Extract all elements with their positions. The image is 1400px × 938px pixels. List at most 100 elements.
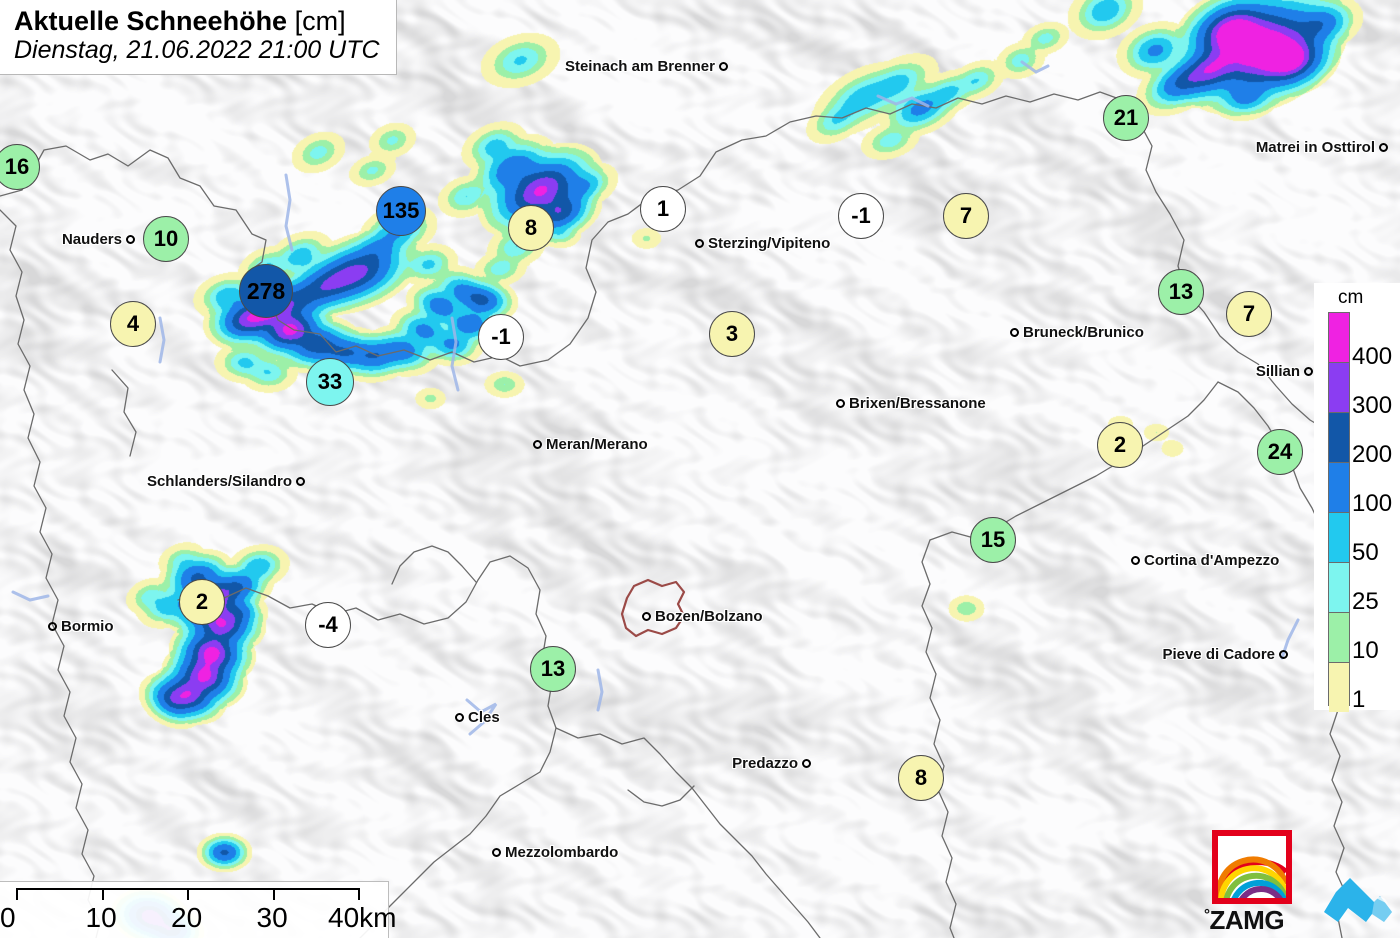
city-label: Cortina d'Ampezzo	[1131, 552, 1279, 569]
station-value-marker[interactable]: 135	[376, 186, 426, 236]
station-value-text: 1	[656, 196, 670, 221]
city-name-text: Meran/Merano	[546, 436, 648, 453]
station-value-text: 7	[959, 203, 973, 228]
city-label: Sillian	[1256, 363, 1313, 380]
station-value-text: 21	[1113, 105, 1139, 130]
city-dot-icon	[642, 612, 651, 621]
station-value-text: 33	[317, 369, 343, 394]
station-value-marker[interactable]: 7	[943, 193, 989, 239]
station-value-marker[interactable]: 4	[110, 301, 156, 347]
zamg-rainbow-icon	[1218, 856, 1286, 898]
title-timestamp: Dienstag, 21.06.2022 21:00 UTC	[14, 36, 380, 65]
city-label: Cles	[455, 709, 500, 726]
city-label: Nauders	[62, 231, 135, 248]
legend-color-segment	[1329, 613, 1349, 663]
city-dot-icon	[296, 477, 305, 486]
station-value-marker[interactable]: 8	[508, 205, 554, 251]
zamg-logo-frame	[1212, 830, 1292, 904]
station-value-marker[interactable]: 278	[239, 264, 293, 318]
scale-tick-number: 10	[85, 902, 117, 933]
station-value-marker[interactable]: 21	[1103, 95, 1149, 141]
legend-tick-label: 25	[1352, 588, 1379, 615]
logo-group: °ZAMG	[1204, 830, 1394, 935]
station-value-marker[interactable]: 16	[0, 144, 40, 190]
station-value-marker[interactable]: 33	[306, 358, 354, 406]
bolzano-municipal-boundary	[620, 578, 686, 638]
city-label: Pieve di Cadore	[1162, 646, 1288, 663]
city-name-text: Schlanders/Silandro	[146, 473, 292, 490]
legend-tick-label: 10	[1352, 637, 1379, 664]
geosphere-logo-icon	[1324, 878, 1392, 922]
city-label: Schlanders/Silandro	[147, 473, 305, 490]
station-value-marker[interactable]: 13	[530, 646, 576, 692]
city-dot-icon	[455, 713, 464, 722]
legend-tick-label: 400	[1352, 343, 1393, 370]
city-dot-icon	[695, 239, 704, 248]
station-value-marker[interactable]: 8	[898, 755, 944, 801]
city-label: Predazzo	[732, 755, 811, 772]
legend-tick-label: 1	[1352, 686, 1366, 713]
station-value-marker[interactable]: 10	[143, 216, 189, 262]
zamg-text: ZAMG	[1209, 905, 1285, 935]
zamg-logo: °ZAMG	[1204, 830, 1298, 935]
city-label: Bozen/Bolzano	[642, 608, 763, 625]
city-label: Brixen/Bressanone	[836, 395, 986, 412]
station-value-marker[interactable]: 2	[179, 579, 225, 625]
station-value-marker[interactable]: 15	[970, 517, 1016, 563]
city-dot-icon	[1131, 556, 1140, 565]
station-value-text: 8	[524, 215, 538, 240]
city-name-text: Sterzing/Vipiteno	[708, 235, 831, 252]
station-value-text: 7	[1242, 301, 1256, 326]
city-name-text: Predazzo	[732, 755, 798, 772]
scale-tick-number: 40km	[328, 902, 397, 933]
station-value-text: 3	[725, 321, 739, 346]
legend-color-segment	[1329, 513, 1349, 563]
city-dot-icon	[492, 848, 501, 857]
station-value-text: 13	[1168, 279, 1194, 304]
city-name-text: Bruneck/Brunico	[1023, 324, 1144, 341]
station-value-marker[interactable]: 24	[1257, 429, 1303, 475]
station-value-marker[interactable]: 7	[1226, 291, 1272, 337]
title-main-text: Aktuelle Schneehöhe	[14, 6, 288, 36]
city-name-text: Pieve di Cadore	[1162, 646, 1275, 663]
scale-tick-number: 20	[171, 902, 203, 933]
city-name-text: Brixen/Bressanone	[849, 395, 986, 412]
station-value-text: 8	[914, 765, 928, 790]
scale-bar-graphic	[8, 888, 360, 902]
city-name-text: Mezzolombardo	[505, 844, 619, 861]
station-value-marker[interactable]: -1	[838, 193, 884, 239]
city-dot-icon	[719, 62, 728, 71]
city-dot-icon	[533, 440, 542, 449]
station-value-marker[interactable]: 1	[640, 186, 686, 232]
station-value-marker[interactable]: -1	[478, 314, 524, 360]
station-value-text: 2	[195, 589, 209, 614]
city-label: Meran/Merano	[533, 436, 648, 453]
city-name-text: Steinach am Brenner	[564, 58, 715, 75]
station-value-text: 10	[153, 226, 179, 251]
city-label: Bormio	[48, 618, 114, 635]
page-title: Aktuelle Schneehöhe [cm]	[14, 6, 380, 36]
city-name-text: Matrei in Osttirol	[1255, 139, 1375, 156]
station-value-marker[interactable]: 2	[1097, 422, 1143, 468]
city-name-text: Nauders	[61, 231, 122, 248]
city-dot-icon	[1379, 143, 1388, 152]
scale-tick-number: 30	[256, 902, 288, 933]
city-label: Sterzing/Vipiteno	[695, 235, 830, 252]
scale-bar-numbers: 0 10 20 30 40km	[0, 902, 396, 936]
station-value-marker[interactable]: -4	[305, 602, 351, 648]
station-value-marker[interactable]: 3	[709, 311, 755, 357]
title-unit-text: [cm]	[294, 6, 346, 36]
city-dot-icon	[802, 759, 811, 768]
legend-tick-label: 50	[1352, 539, 1379, 566]
zamg-wordmark: °ZAMG	[1204, 905, 1285, 936]
legend-color-segment	[1329, 413, 1349, 463]
station-value-marker[interactable]: 13	[1158, 269, 1204, 315]
station-value-text: 15	[980, 527, 1006, 552]
city-label: Matrei in Osttirol	[1256, 139, 1388, 156]
legend-color-segment	[1329, 563, 1349, 613]
scale-tick-mark	[101, 888, 104, 900]
city-dot-icon	[1304, 367, 1313, 376]
city-label: Steinach am Brenner	[565, 58, 728, 75]
city-label: Mezzolombardo	[492, 844, 618, 861]
